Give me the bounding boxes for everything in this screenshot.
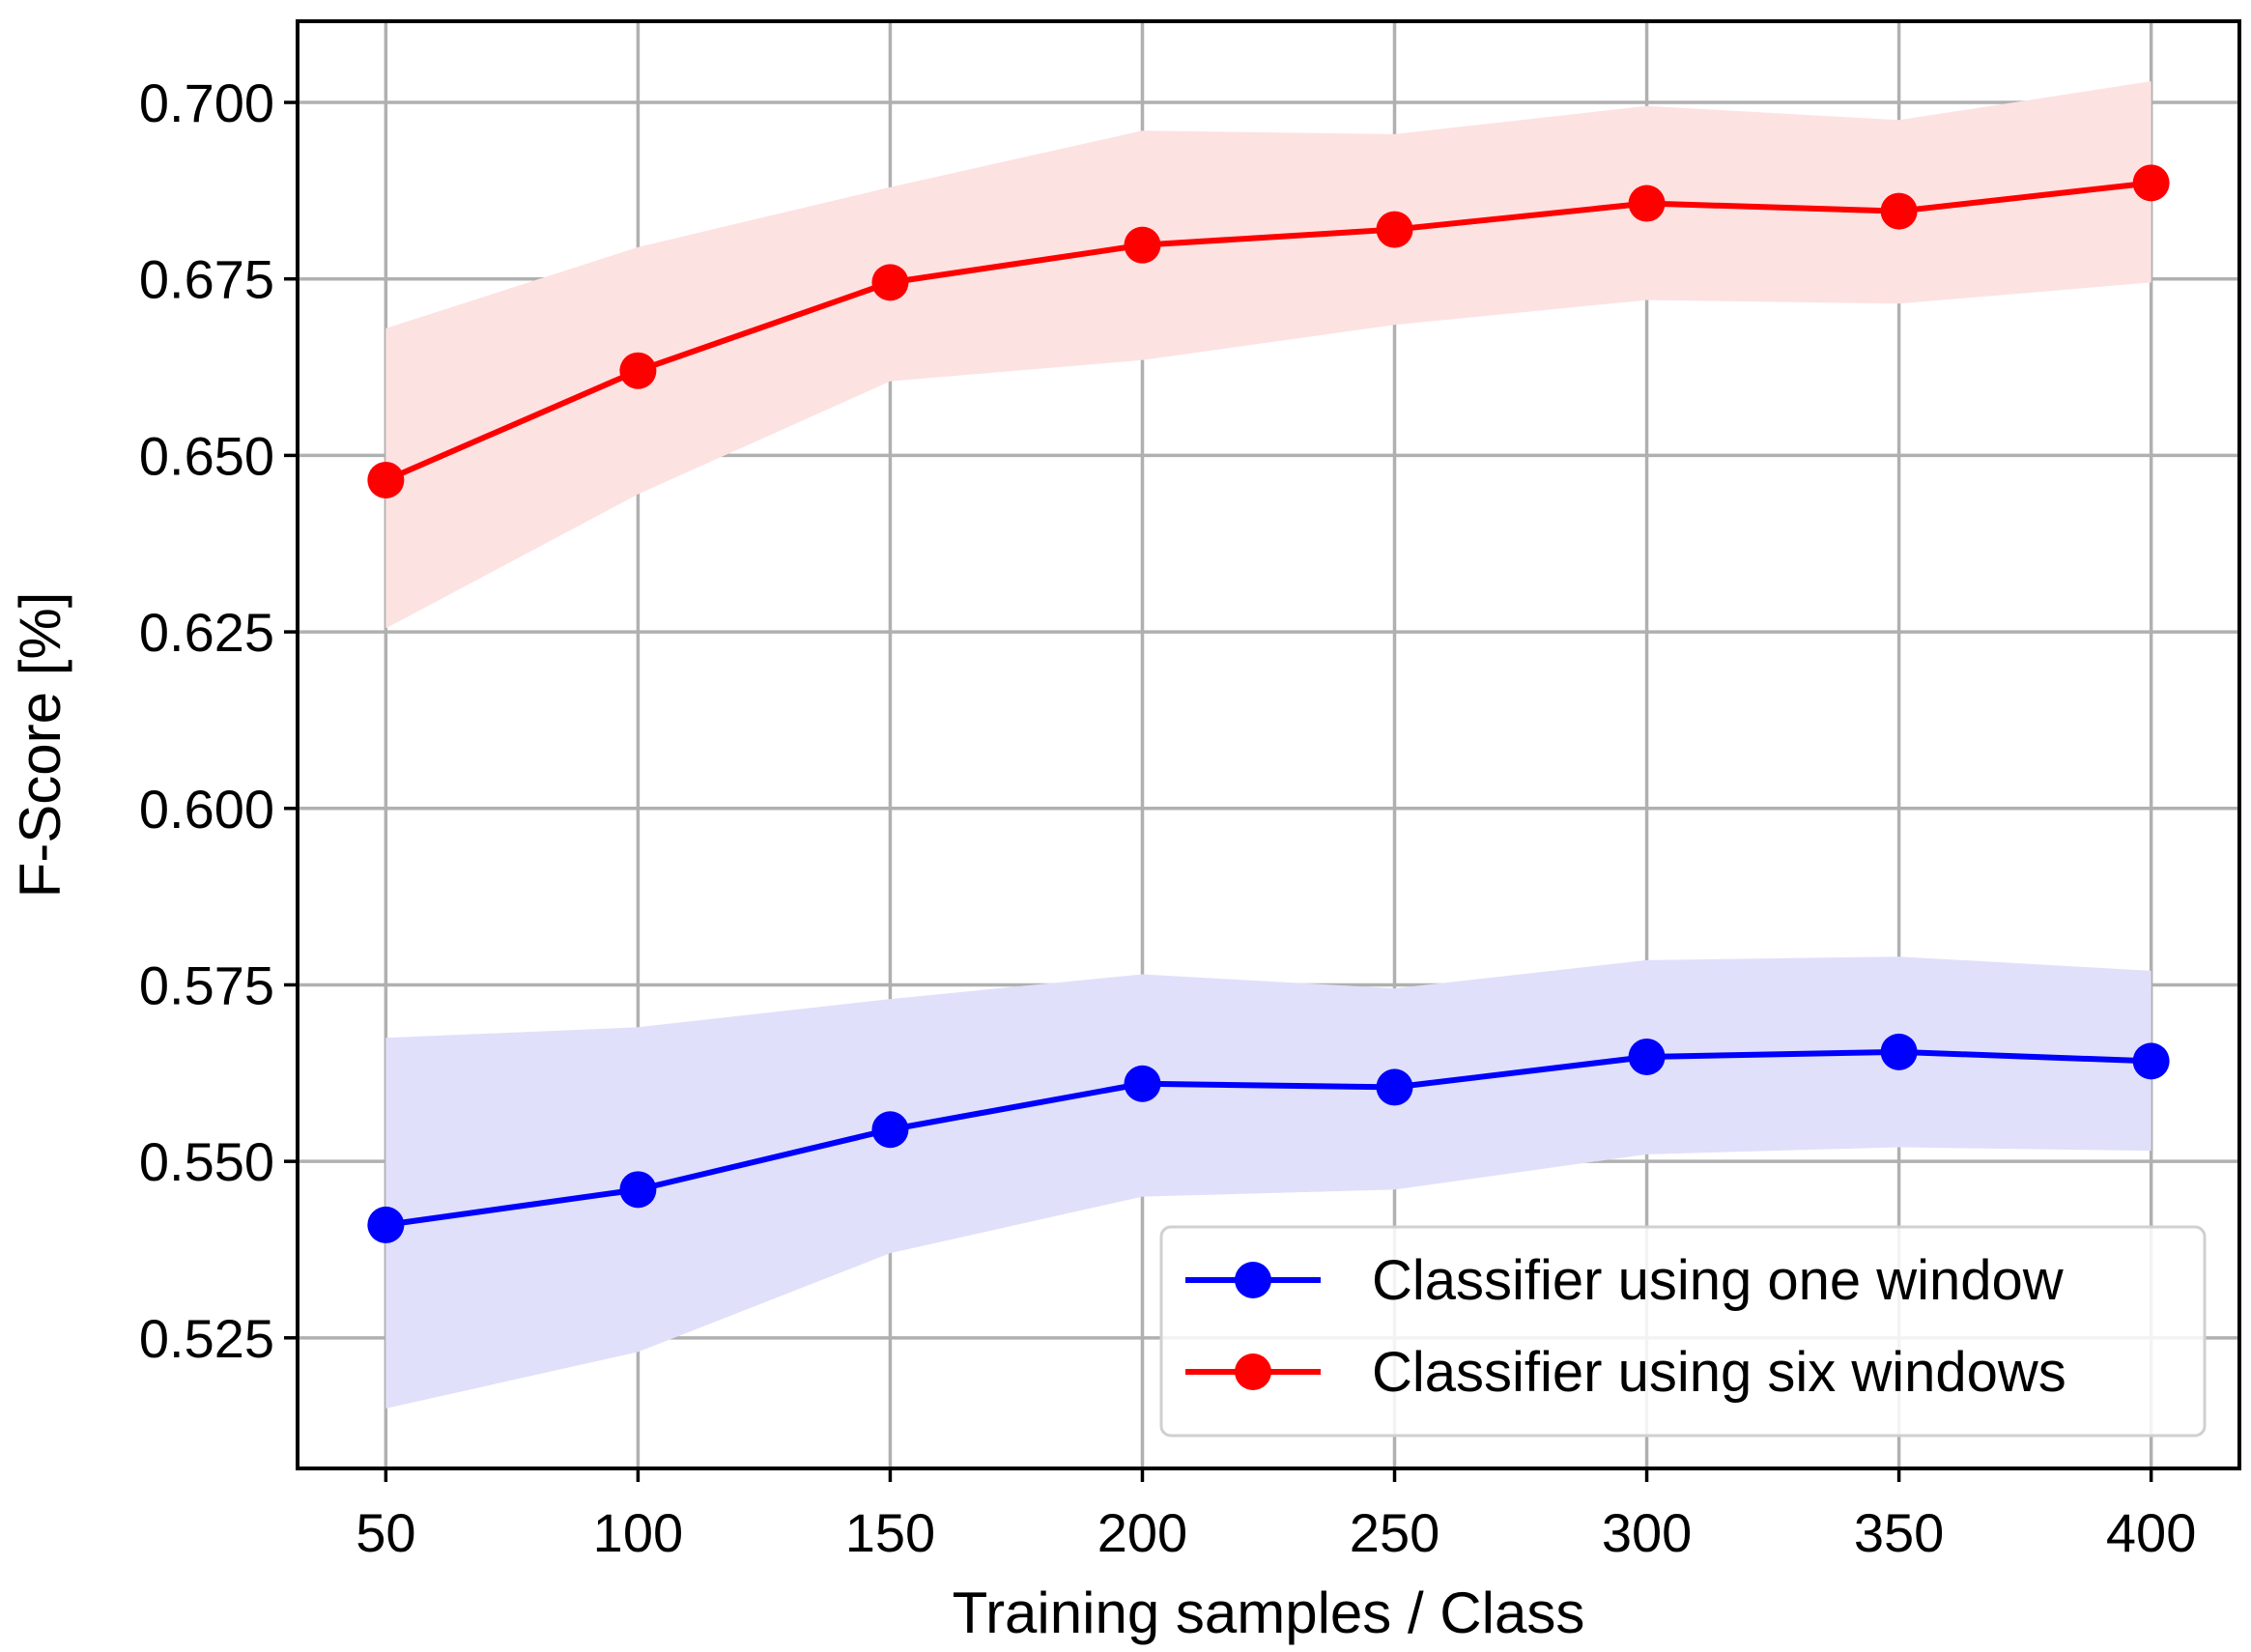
- data-point-series-0: [2132, 1042, 2170, 1080]
- data-point-series-1: [1124, 226, 1161, 264]
- legend-label-one-window: Classifier using one window: [1372, 1249, 2065, 1312]
- data-point-series-0: [1880, 1033, 1918, 1070]
- data-point-series-0: [619, 1171, 657, 1209]
- y-tick-label: 0.625: [139, 602, 274, 663]
- y-tick-label: 0.650: [139, 425, 274, 486]
- confidence-band-series-1: [385, 81, 2151, 629]
- series-lines: [385, 180, 2151, 1228]
- confidence-bands: [385, 81, 2151, 1409]
- legend-marker-six-windows: [1235, 1353, 1271, 1390]
- x-tick-label: 350: [1854, 1502, 1944, 1563]
- plot-frame: [296, 19, 2241, 1470]
- x-axis-label: Training samples / Class: [953, 1581, 1585, 1645]
- y-tick-label: 0.600: [139, 779, 274, 840]
- legend-label-six-windows: Classifier using six windows: [1372, 1341, 2066, 1404]
- data-point-series-1: [1376, 211, 1413, 248]
- data-point-series-0: [1124, 1065, 1161, 1102]
- legend: Classifier using one window Classifier u…: [1159, 1225, 2207, 1438]
- series-line-1: [385, 180, 2151, 483]
- x-tick-label: 250: [1350, 1502, 1439, 1563]
- y-tick-label: 0.700: [139, 72, 274, 133]
- y-tick-label: 0.575: [139, 954, 274, 1015]
- legend-box: [1159, 1225, 2207, 1438]
- x-tick-label: 50: [356, 1502, 415, 1563]
- legend-marker-one-window: [1235, 1262, 1271, 1298]
- x-tick-label: 300: [1602, 1502, 1692, 1563]
- data-point-series-1: [619, 352, 657, 389]
- x-tick-label: 200: [1097, 1502, 1187, 1563]
- y-tick-label: 0.525: [139, 1308, 274, 1369]
- x-axis-ticks: 50 100 150 200 250 300 350 400: [356, 1468, 2196, 1563]
- data-point-series-1: [367, 461, 405, 498]
- x-tick-label: 150: [845, 1502, 935, 1563]
- y-axis-ticks: 0.525 0.550 0.575 0.600 0.625 0.650 0.675 0.700: [139, 72, 298, 1369]
- confidence-band-series-0: [385, 956, 2151, 1409]
- data-point-series-1: [1628, 185, 1666, 222]
- x-tick-label: 400: [2106, 1502, 2196, 1563]
- data-point-series-1: [2132, 164, 2170, 202]
- data-point-series-0: [1376, 1068, 1413, 1106]
- y-tick-label: 0.550: [139, 1131, 274, 1192]
- data-point-series-1: [1880, 192, 1918, 230]
- series-markers: [367, 164, 2170, 1243]
- data-point-series-0: [367, 1206, 405, 1243]
- y-tick-label: 0.675: [139, 249, 274, 310]
- y-axis-label: F-Score [%]: [8, 592, 72, 898]
- x-tick-label: 100: [593, 1502, 683, 1563]
- data-point-series-0: [871, 1111, 909, 1149]
- data-point-series-1: [871, 264, 909, 301]
- series-line-0: [385, 1048, 2151, 1228]
- data-point-series-0: [1628, 1038, 1666, 1075]
